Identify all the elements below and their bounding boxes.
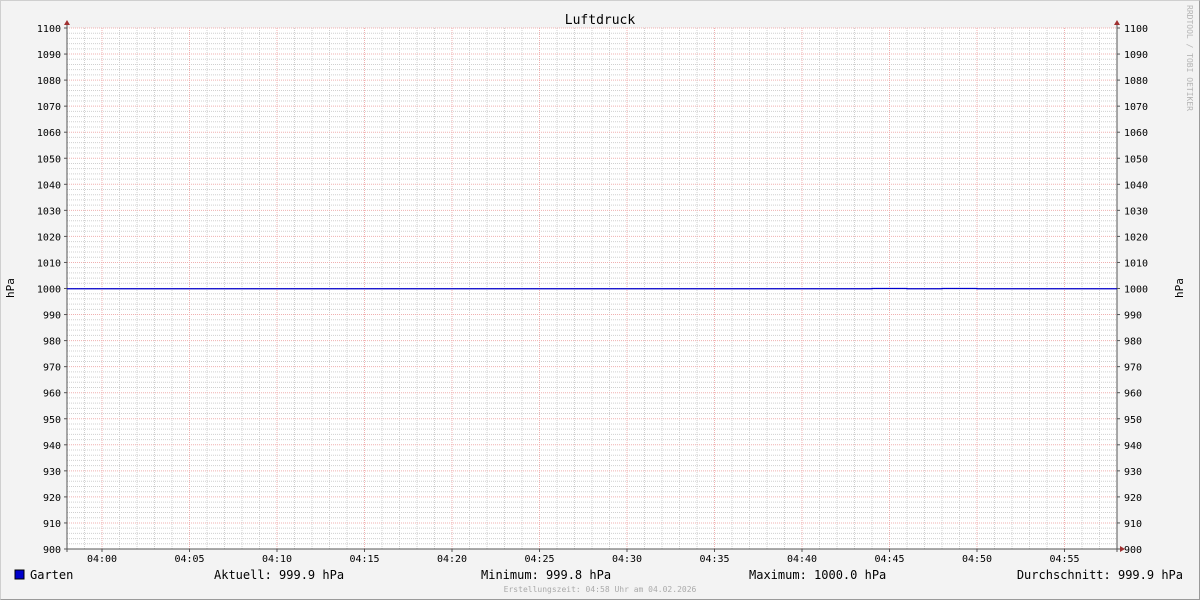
y-tick-label-left: 1070: [37, 102, 61, 113]
stat-maximum: Maximum: 1000.0 hPa: [749, 568, 886, 582]
x-tick-label: 04:30: [612, 554, 642, 565]
y-tick-label-right: 980: [1124, 337, 1142, 348]
y-tick-label-left: 1060: [37, 128, 61, 139]
x-tick-label: 04:55: [1049, 554, 1079, 565]
x-tick-label: 04:45: [874, 554, 904, 565]
y-tick-label-right: 1030: [1124, 206, 1148, 217]
y-tick-label-left: 990: [43, 311, 61, 322]
tick-labels: 900 900 910 910 920 920 930 930 940 940 950 950 960 9…: [37, 24, 1148, 565]
y-tick-label-left: 930: [43, 467, 61, 478]
y-tick-label-right: 1090: [1124, 50, 1148, 61]
y-axis-label-left: hPa: [4, 278, 17, 298]
y-tick-label-right: 1000: [1124, 285, 1148, 296]
y-tick-label-left: 1010: [37, 258, 61, 269]
x-tick-label: 04:10: [262, 554, 292, 565]
axes: [64, 20, 1125, 552]
y-tick-label-right: 940: [1124, 441, 1142, 452]
y-tick-label-left: 1080: [37, 76, 61, 87]
y-tick-label-left: 940: [43, 441, 61, 452]
y-axis-arrow-right: [1114, 20, 1120, 25]
y-tick-label-left: 1000: [37, 285, 61, 296]
x-tick-label: 04:15: [349, 554, 379, 565]
y-tick-label-left: 980: [43, 337, 61, 348]
x-tick-label: 04:50: [962, 554, 992, 565]
y-tick-label-left: 950: [43, 415, 61, 426]
y-tick-label-left: 910: [43, 519, 61, 530]
y-tick-label-right: 1100: [1124, 24, 1148, 35]
stat-minimum: Minimum: 999.8 hPa: [481, 568, 611, 582]
x-tick-label: 04:00: [87, 554, 117, 565]
y-tick-label-left: 1050: [37, 154, 61, 165]
x-tick-label: 04:05: [174, 554, 204, 565]
y-tick-label-left: 1090: [37, 50, 61, 61]
x-tick-label: 04:40: [787, 554, 817, 565]
y-axis-arrow-left: [64, 20, 70, 25]
y-tick-label-right: 1020: [1124, 232, 1148, 243]
y-tick-label-left: 1100: [37, 24, 61, 35]
y-tick-label-right: 1010: [1124, 258, 1148, 269]
y-tick-label-right: 950: [1124, 415, 1142, 426]
y-tick-label-right: 1040: [1124, 180, 1148, 191]
y-tick-label-left: 1040: [37, 180, 61, 191]
y-tick-label-right: 900: [1124, 545, 1142, 556]
y-tick-label-right: 1080: [1124, 76, 1148, 87]
y-tick-label-right: 960: [1124, 389, 1142, 400]
y-tick-label-right: 930: [1124, 467, 1142, 478]
x-axis-arrow: [1120, 546, 1125, 552]
x-tick-label: 04:25: [524, 554, 554, 565]
x-tick-label: 04:20: [437, 554, 467, 565]
x-tick-label: 04:35: [699, 554, 729, 565]
y-tick-label-right: 1070: [1124, 102, 1148, 113]
watermark: RRDTOOL / TOBI OETIKER: [1185, 5, 1194, 111]
creation-time: Erstellungszeit: 04:58 Uhr am 04.02.2026: [504, 585, 697, 594]
y-tick-label-right: 970: [1124, 363, 1142, 374]
y-tick-label-left: 970: [43, 363, 61, 374]
y-tick-label-left: 1020: [37, 232, 61, 243]
y-tick-label-right: 990: [1124, 311, 1142, 322]
y-tick-label-left: 960: [43, 389, 61, 400]
legend-swatch-garten: [14, 569, 25, 580]
y-tick-label-right: 1060: [1124, 128, 1148, 139]
stat-current: Aktuell: 999.9 hPa: [214, 568, 344, 582]
y-tick-label-right: 910: [1124, 519, 1142, 530]
y-tick-label-left: 920: [43, 493, 61, 504]
stat-average: Durchschnitt: 999.9 hPa: [1017, 568, 1183, 582]
chart-title: Luftdruck: [565, 13, 636, 28]
legend-label-garten: Garten: [30, 568, 73, 582]
y-tick-label-right: 920: [1124, 493, 1142, 504]
y-tick-label-left: 900: [43, 545, 61, 556]
y-axis-label-right: hPa: [1173, 278, 1186, 298]
y-tick-label-left: 1030: [37, 206, 61, 217]
y-tick-label-right: 1050: [1124, 154, 1148, 165]
